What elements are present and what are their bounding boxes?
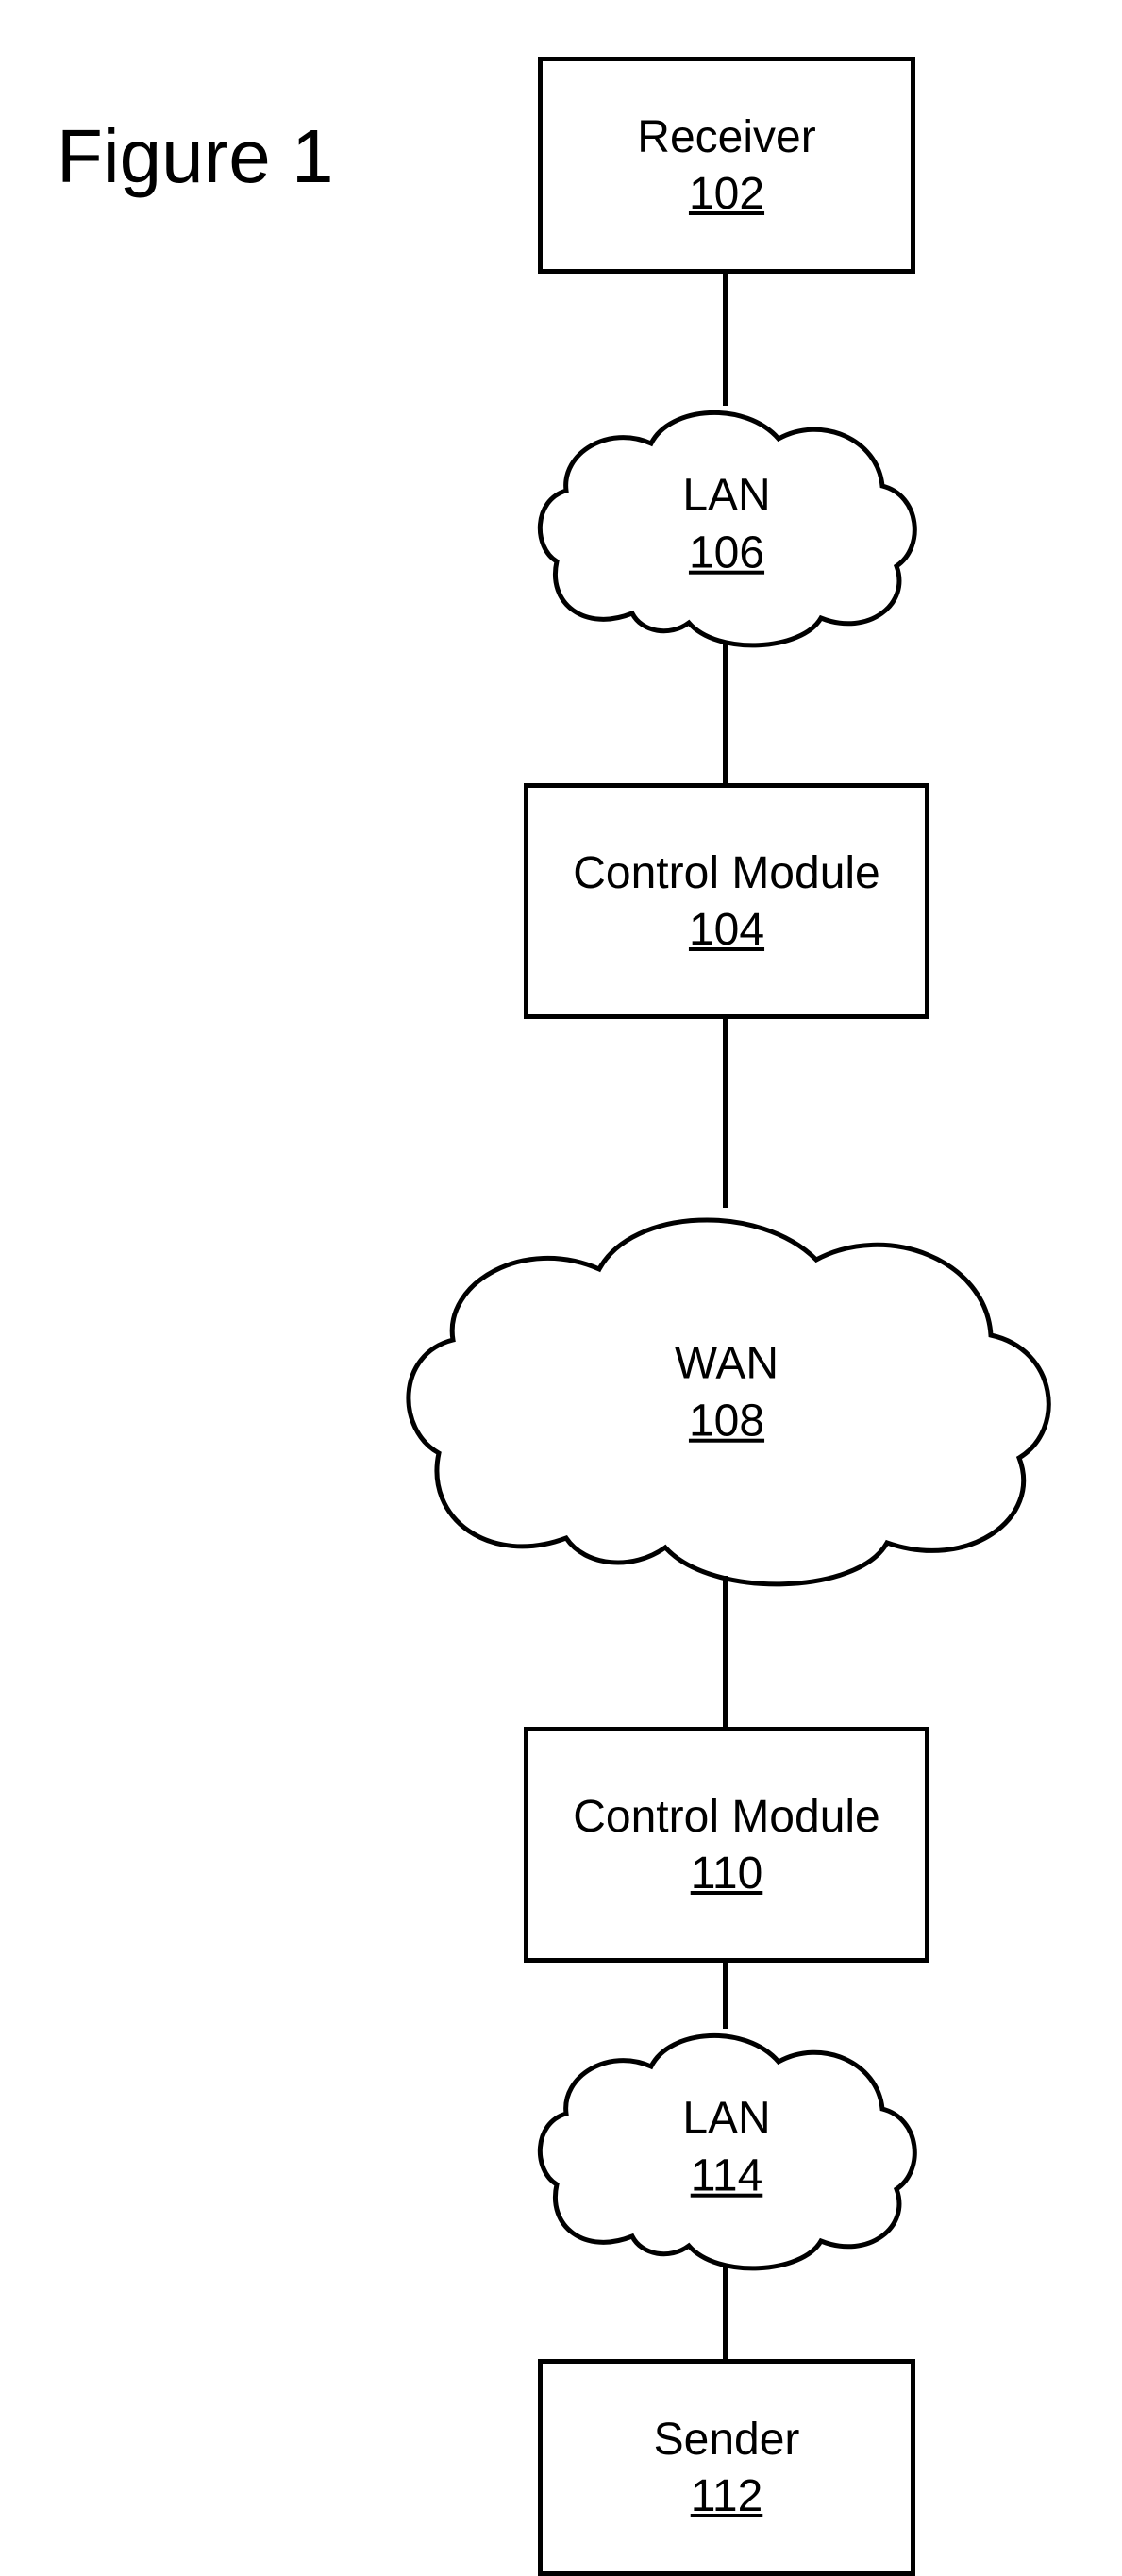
- edge-wan-ctrl2: [723, 1576, 728, 1727]
- figure-title: Figure 1: [57, 113, 333, 200]
- node-receiver-ref: 102: [689, 168, 764, 220]
- node-sender-ref: 112: [691, 2470, 763, 2522]
- node-control-module-2-label: Control Module: [573, 1790, 880, 1845]
- node-control-module-1-label: Control Module: [573, 846, 880, 901]
- edge-ctrl1-wan: [723, 1019, 728, 1208]
- edge-ctrl2-lan2: [723, 1963, 728, 2029]
- node-wan: WAN 108: [387, 1179, 1066, 1604]
- node-lan-2-ref: 114: [528, 2149, 925, 2201]
- edge-lan1-ctrl1: [723, 642, 728, 783]
- node-lan-2: LAN 114: [528, 2010, 925, 2283]
- edge-receiver-lan1: [723, 274, 728, 406]
- node-control-module-2-ref: 110: [691, 1848, 763, 1899]
- node-lan-1-label: LAN: [528, 469, 925, 524]
- node-sender: Sender 112: [538, 2359, 915, 2576]
- node-receiver-label: Receiver: [637, 110, 815, 165]
- node-control-module-1-ref: 104: [689, 904, 764, 956]
- node-wan-label: WAN: [387, 1337, 1066, 1392]
- node-control-module-2: Control Module 110: [524, 1727, 929, 1963]
- node-lan-1: LAN 106: [528, 387, 925, 661]
- edge-lan2-sender: [723, 2265, 728, 2359]
- node-lan-1-ref: 106: [528, 527, 925, 578]
- node-lan-2-label: LAN: [528, 2092, 925, 2147]
- node-control-module-1: Control Module 104: [524, 783, 929, 1019]
- node-receiver: Receiver 102: [538, 57, 915, 274]
- node-sender-label: Sender: [654, 2413, 800, 2467]
- node-wan-ref: 108: [387, 1395, 1066, 1447]
